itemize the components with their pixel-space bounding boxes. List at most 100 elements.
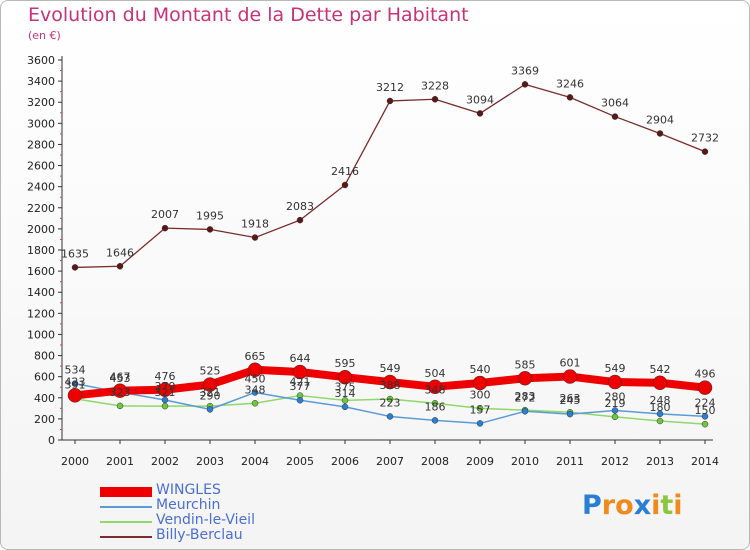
data-label-meurchin: 186 — [425, 400, 446, 413]
data-point-meurchin — [386, 413, 394, 420]
data-label-meurchin: 450 — [245, 373, 266, 386]
y-tick-label: 3000 — [27, 117, 55, 130]
y-tick-label: 800 — [34, 350, 55, 363]
data-label-vendin-le-vieil: 348 — [425, 383, 446, 396]
x-tick-label: 2010 — [511, 455, 539, 468]
y-tick-label: 0 — [48, 434, 55, 447]
x-tick-label: 2007 — [376, 455, 404, 468]
data-label-wingles: 644 — [290, 352, 311, 365]
data-point-billy-berclau — [341, 181, 349, 189]
data-point-billy-berclau — [71, 264, 79, 271]
y-tick-label: 1800 — [27, 244, 55, 257]
y-tick-label: 3200 — [27, 96, 55, 109]
data-label-wingles: 525 — [200, 365, 221, 378]
data-label-vendin-le-vieil: 321 — [200, 386, 221, 399]
y-tick-label: 2000 — [27, 223, 55, 236]
data-label-billy-berclau: 1918 — [241, 218, 269, 231]
data-point-wingles — [247, 362, 263, 378]
data-label-wingles: 549 — [380, 362, 401, 375]
data-label-vendin-le-vieil: 375 — [335, 380, 356, 393]
chart-title: Evolution du Montant de la Dette par Hab… — [28, 4, 469, 26]
data-point-billy-berclau — [701, 148, 709, 155]
x-tick-label: 2006 — [331, 455, 359, 468]
data-point-meurchin — [476, 420, 484, 427]
data-point-wingles — [157, 382, 173, 398]
data-label-wingles: 549 — [605, 362, 626, 375]
data-label-wingles: 585 — [515, 358, 536, 371]
legend-swatch-wingles — [100, 487, 152, 497]
y-tick-label: 200 — [34, 413, 55, 426]
data-point-meurchin — [71, 380, 79, 387]
data-label-wingles: 595 — [335, 357, 356, 370]
data-label-meurchin: 314 — [335, 387, 356, 400]
x-tick-label: 2004 — [241, 455, 269, 468]
data-label-vendin-le-vieil: 323 — [110, 386, 131, 399]
data-point-vendin-le-vieil — [656, 417, 664, 425]
data-label-vendin-le-vieil: 150 — [695, 404, 716, 417]
data-point-wingles — [517, 371, 533, 386]
data-label-wingles: 665 — [245, 350, 266, 363]
data-label-wingles: 540 — [470, 363, 491, 376]
y-tick-label: 400 — [34, 392, 55, 405]
data-point-billy-berclau — [611, 113, 619, 120]
data-label-meurchin: 290 — [200, 389, 221, 402]
data-point-wingles — [337, 369, 353, 385]
data-label-vendin-le-vieil: 180 — [650, 401, 671, 414]
data-point-wingles — [607, 374, 623, 390]
chart-legend: WINGLES Meurchin Vendin-le-Vieil Billy-B… — [100, 482, 400, 544]
data-label-billy-berclau: 3369 — [511, 64, 539, 77]
data-label-meurchin: 377 — [290, 380, 311, 393]
y-tick-label: 2200 — [27, 202, 55, 215]
data-point-meurchin — [206, 406, 214, 413]
data-point-vendin-le-vieil — [611, 413, 619, 421]
data-point-billy-berclau — [476, 110, 484, 117]
data-point-vendin-le-vieil — [386, 395, 394, 403]
data-label-meurchin: 272 — [515, 391, 536, 404]
logo-letter: x — [633, 490, 652, 521]
data-point-wingles — [292, 364, 308, 380]
data-label-wingles: 467 — [110, 371, 131, 384]
y-tick-label: 1200 — [27, 307, 55, 320]
data-point-vendin-le-vieil — [251, 400, 259, 407]
data-label-billy-berclau: 1635 — [61, 247, 89, 260]
x-tick-label: 2011 — [556, 455, 584, 468]
x-tick-label: 2005 — [286, 455, 314, 468]
legend-swatch-billy-berclau — [100, 536, 152, 538]
data-point-meurchin — [521, 408, 529, 415]
data-label-billy-berclau: 2007 — [151, 208, 179, 221]
x-tick-label: 2009 — [466, 455, 494, 468]
data-point-vendin-le-vieil — [476, 405, 484, 412]
y-tick-label: 1400 — [27, 286, 55, 299]
data-point-vendin-le-vieil — [701, 420, 709, 428]
data-label-meurchin: 248 — [650, 394, 671, 407]
data-point-billy-berclau — [116, 263, 124, 270]
data-point-vendin-le-vieil — [161, 402, 169, 410]
data-label-billy-berclau: 2083 — [286, 200, 314, 213]
data-label-meurchin: 245 — [560, 394, 581, 407]
y-tick-label: 2400 — [27, 181, 55, 194]
logo-letter: o — [615, 490, 634, 521]
data-point-meurchin — [566, 410, 574, 418]
legend-label-vendin-le-vieil: Vendin-le-Vieil — [156, 512, 255, 528]
data-point-billy-berclau — [521, 81, 529, 88]
legend-item-vendin-le-vieil: Vendin-le-Vieil — [100, 512, 400, 529]
data-label-vendin-le-vieil: 321 — [155, 386, 176, 399]
legend-label-wingles: WINGLES — [156, 482, 221, 498]
data-point-meurchin — [296, 396, 304, 404]
logo-letter: r — [601, 490, 616, 521]
data-label-billy-berclau: 1995 — [196, 209, 224, 222]
chart-subtitle: (en €) — [28, 29, 61, 42]
data-label-meurchin: 453 — [110, 372, 131, 385]
data-point-vendin-le-vieil — [116, 402, 124, 410]
y-tick-label: 1600 — [27, 265, 55, 278]
data-label-billy-berclau: 2732 — [691, 132, 719, 145]
data-label-billy-berclau: 2416 — [331, 165, 359, 178]
legend-item-billy-berclau: Billy-Berclau — [100, 527, 400, 544]
proxiti-logo: Proxiti — [582, 490, 683, 521]
legend-item-meurchin: Meurchin — [100, 497, 400, 514]
data-point-billy-berclau — [431, 96, 439, 103]
legend-label-meurchin: Meurchin — [156, 497, 221, 513]
data-point-billy-berclau — [251, 234, 259, 241]
logo-letter: t — [660, 490, 674, 521]
data-point-wingles — [697, 380, 713, 395]
